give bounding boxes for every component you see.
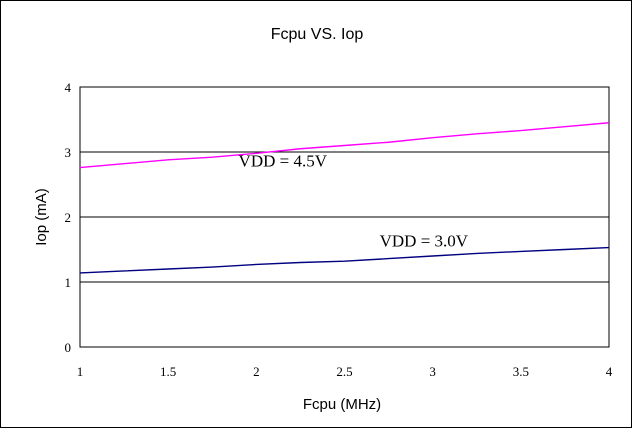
x-tick-label: 4 [606,364,613,379]
chart-title: Fcpu VS. Iop [271,26,364,43]
series-label: VDD = 4.5V [239,151,328,170]
grid-lines [80,151,609,283]
series-line [79,122,610,169]
series-lines: VDD = 4.5V VDD = 3.0V [79,122,610,274]
x-tick-label: 1 [77,364,84,379]
x-axis-label: Fcpu (MHz) [303,396,381,413]
x-tick-label: 3.5 [513,364,529,379]
x-tick-label: 2 [253,364,260,379]
y-axis-label: Iop (mA) [33,188,50,246]
series-label: VDD = 3.0V [380,231,469,250]
series-line [79,246,610,274]
x-tick-label: 1.5 [160,364,176,379]
y-tick-label: 0 [65,340,72,355]
x-tick-label: 2.5 [336,364,352,379]
y-tick-label: 4 [65,80,72,95]
y-tick-label: 1 [65,275,72,290]
plot-area-border [79,86,610,348]
y-tick-label: 3 [65,145,72,160]
y-tick-label: 2 [65,210,72,225]
x-tick-label: 3 [429,364,436,379]
